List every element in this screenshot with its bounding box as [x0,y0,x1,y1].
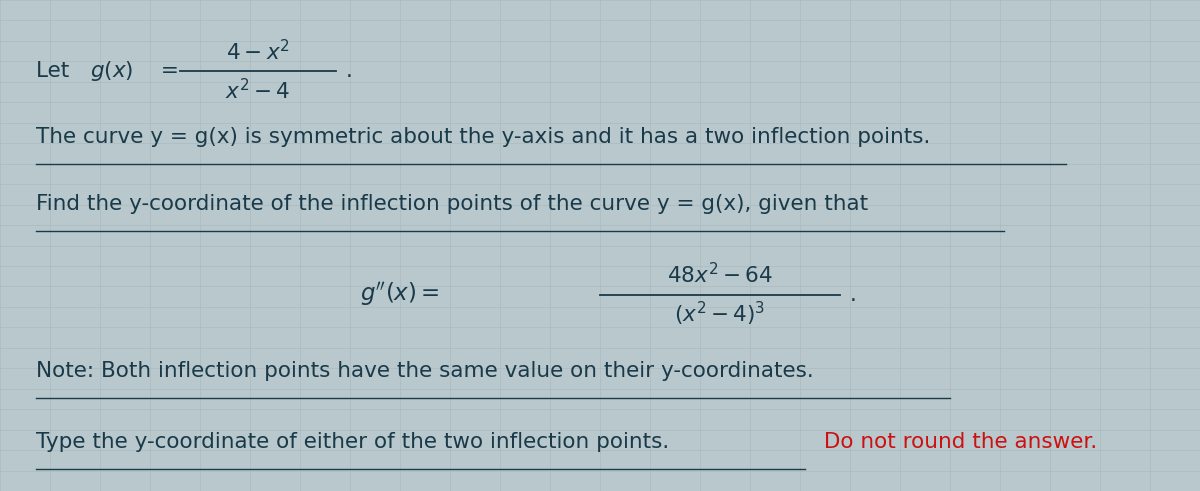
Text: .: . [850,285,857,304]
Text: .: . [346,61,353,81]
Text: Find the y-coordinate of the inflection points of the curve y = g(x), given that: Find the y-coordinate of the inflection … [36,194,868,214]
Text: Type the y-coordinate of either of the two inflection points.: Type the y-coordinate of either of the t… [36,432,670,452]
Text: $48x^2-64$: $48x^2-64$ [667,262,773,288]
Text: Note: Both inflection points have the same value on their y-coordinates.: Note: Both inflection points have the sa… [36,361,814,381]
Text: Do not round the answer.: Do not round the answer. [817,432,1098,452]
Text: The curve y = g(x) is symmetric about the y-axis and it has a two inflection poi: The curve y = g(x) is symmetric about th… [36,128,930,147]
Text: $4-x^2$: $4-x^2$ [226,39,290,64]
Text: $g(x)$: $g(x)$ [90,59,133,83]
Text: $(x^2-4)^3$: $(x^2-4)^3$ [674,300,766,328]
Text: =: = [154,61,185,81]
Text: Let: Let [36,61,76,81]
Text: $g''(x) =$: $g''(x) =$ [360,280,439,309]
Text: $x^2-4$: $x^2-4$ [226,78,290,104]
